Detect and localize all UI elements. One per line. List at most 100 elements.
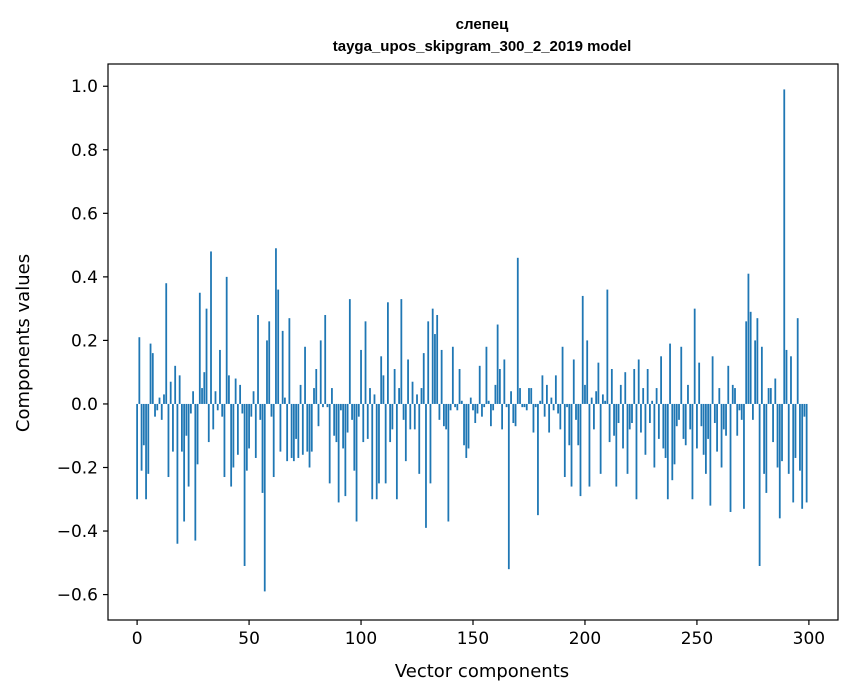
bar <box>570 403 573 487</box>
bar <box>678 403 680 420</box>
bar <box>456 403 459 411</box>
bar <box>763 403 765 474</box>
bar <box>687 384 689 404</box>
bar <box>362 403 365 443</box>
bar <box>322 403 324 408</box>
bar <box>467 403 470 449</box>
bar <box>749 311 752 404</box>
bar <box>163 394 165 404</box>
bar <box>357 403 360 417</box>
bar <box>413 403 416 430</box>
bar <box>512 403 515 424</box>
bar <box>286 403 289 462</box>
bar <box>442 403 445 427</box>
bar <box>704 403 707 474</box>
bar <box>740 403 743 420</box>
bar <box>326 403 329 408</box>
bar <box>559 403 562 430</box>
bar <box>657 403 660 439</box>
bar <box>498 369 501 404</box>
bar <box>427 321 430 404</box>
bar <box>796 318 799 404</box>
bar <box>172 403 174 452</box>
bar <box>635 403 638 500</box>
bar <box>622 403 624 449</box>
bar <box>214 391 217 404</box>
bar <box>790 356 792 404</box>
bar <box>530 388 533 404</box>
bar <box>351 403 353 420</box>
bar <box>516 257 519 404</box>
bar <box>391 403 394 430</box>
bar <box>651 400 654 404</box>
bar <box>483 403 486 408</box>
bar <box>465 403 468 458</box>
bar <box>404 403 407 462</box>
bar <box>344 403 347 497</box>
bar <box>425 403 427 528</box>
bar <box>203 372 206 404</box>
bar <box>295 403 297 439</box>
x-tick-label: 150 <box>457 629 489 649</box>
bar <box>259 403 262 420</box>
bar <box>662 403 665 449</box>
bar <box>554 375 557 404</box>
y-axis-label: Components values <box>13 254 34 432</box>
y-tick-label: 0.8 <box>71 141 98 161</box>
bar <box>713 403 716 424</box>
bar <box>270 403 273 417</box>
bar <box>588 403 591 487</box>
bar <box>178 375 181 404</box>
bar <box>156 403 159 411</box>
bar <box>698 362 701 404</box>
bar <box>689 403 692 430</box>
bar <box>543 403 546 417</box>
bar <box>772 403 774 443</box>
bar <box>655 388 658 404</box>
bar <box>169 381 172 404</box>
bar <box>799 403 801 471</box>
bar <box>787 403 790 474</box>
bar <box>366 403 369 439</box>
bar <box>198 292 201 404</box>
x-axis-ticks: 0 50 100 150 200 250 300 <box>132 620 825 649</box>
plot-frame <box>107 63 839 621</box>
bar <box>248 403 250 449</box>
bar <box>758 403 761 566</box>
bar <box>241 403 244 414</box>
y-tick-label: 1.0 <box>71 77 98 97</box>
bar <box>736 403 739 436</box>
bar <box>481 403 483 417</box>
bar <box>725 403 727 436</box>
bar <box>601 394 604 404</box>
bar <box>575 403 577 420</box>
bar <box>776 403 779 468</box>
x-tick-label: 300 <box>793 629 825 649</box>
bar <box>801 403 804 509</box>
bar <box>449 403 452 411</box>
bar <box>185 403 188 436</box>
bar <box>228 375 230 404</box>
bar <box>577 403 580 446</box>
bar <box>205 308 208 404</box>
bar <box>254 403 257 458</box>
bar <box>319 340 322 404</box>
bar <box>778 403 781 519</box>
bar <box>626 403 629 474</box>
bar <box>151 353 154 404</box>
bar <box>684 403 687 446</box>
bar <box>803 403 806 417</box>
bar <box>438 403 441 420</box>
bar <box>505 403 508 408</box>
bar <box>268 321 271 404</box>
bar <box>642 388 645 404</box>
bar <box>743 403 745 509</box>
bar <box>451 346 454 404</box>
bar <box>604 400 607 404</box>
bar <box>633 369 636 404</box>
bar <box>263 403 266 592</box>
bar <box>664 403 667 458</box>
bar <box>521 403 524 408</box>
bar <box>492 403 495 411</box>
bar <box>476 403 479 414</box>
